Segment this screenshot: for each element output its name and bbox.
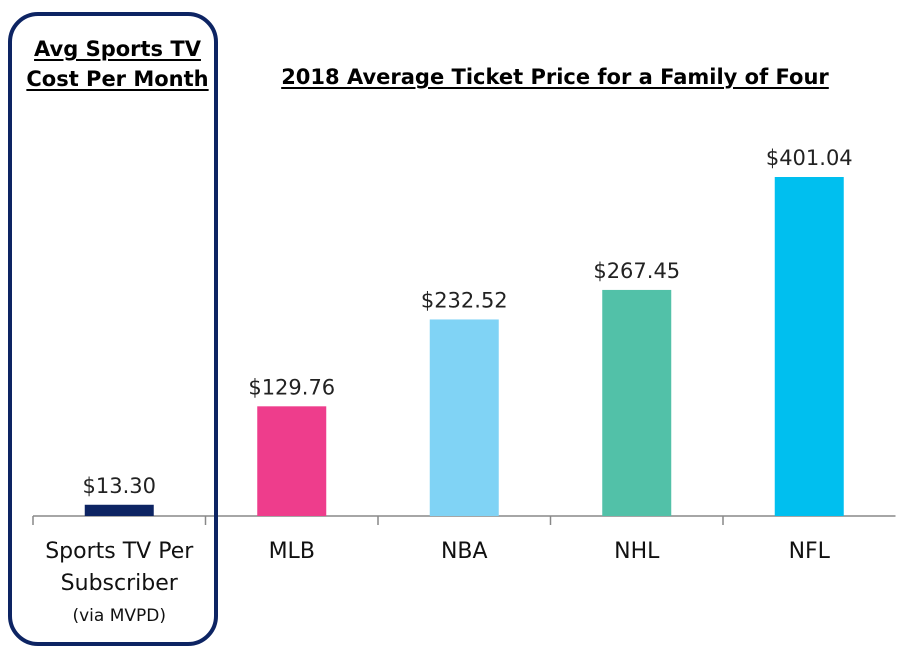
category-label-text: MLB xyxy=(268,539,315,564)
value-label: $129.76 xyxy=(248,375,335,399)
category-label: MLB xyxy=(202,536,382,568)
value-label: $267.45 xyxy=(593,259,680,283)
bar-nhl xyxy=(602,289,672,516)
chart-title: 2018 Average Ticket Price for a Family o… xyxy=(281,65,829,89)
category-label-text: NHL xyxy=(614,539,660,564)
bar-sports-tv-per-subscriber xyxy=(84,504,154,516)
category-label: NHL xyxy=(547,536,727,568)
value-label: $232.52 xyxy=(421,288,508,312)
category-sublabel: (via MVPD) xyxy=(72,606,166,626)
category-label-text: Sports TV Per Subscriber xyxy=(45,539,194,596)
value-label: $13.30 xyxy=(83,474,156,498)
bar-nba xyxy=(429,319,499,516)
category-label: NBA xyxy=(374,536,554,568)
category-label: Sports TV Per Subscriber (via MVPD) xyxy=(29,536,209,632)
category-label: NFL xyxy=(719,536,899,568)
category-label-text: NFL xyxy=(788,539,830,564)
left-panel-title: Avg Sports TV Cost Per Month xyxy=(26,37,209,91)
value-label: $401.04 xyxy=(766,146,853,170)
bar-mlb xyxy=(257,406,327,516)
bar-nfl xyxy=(774,177,844,516)
category-label-text: NBA xyxy=(440,539,488,564)
sports-tv-highlight-frame xyxy=(8,12,218,646)
